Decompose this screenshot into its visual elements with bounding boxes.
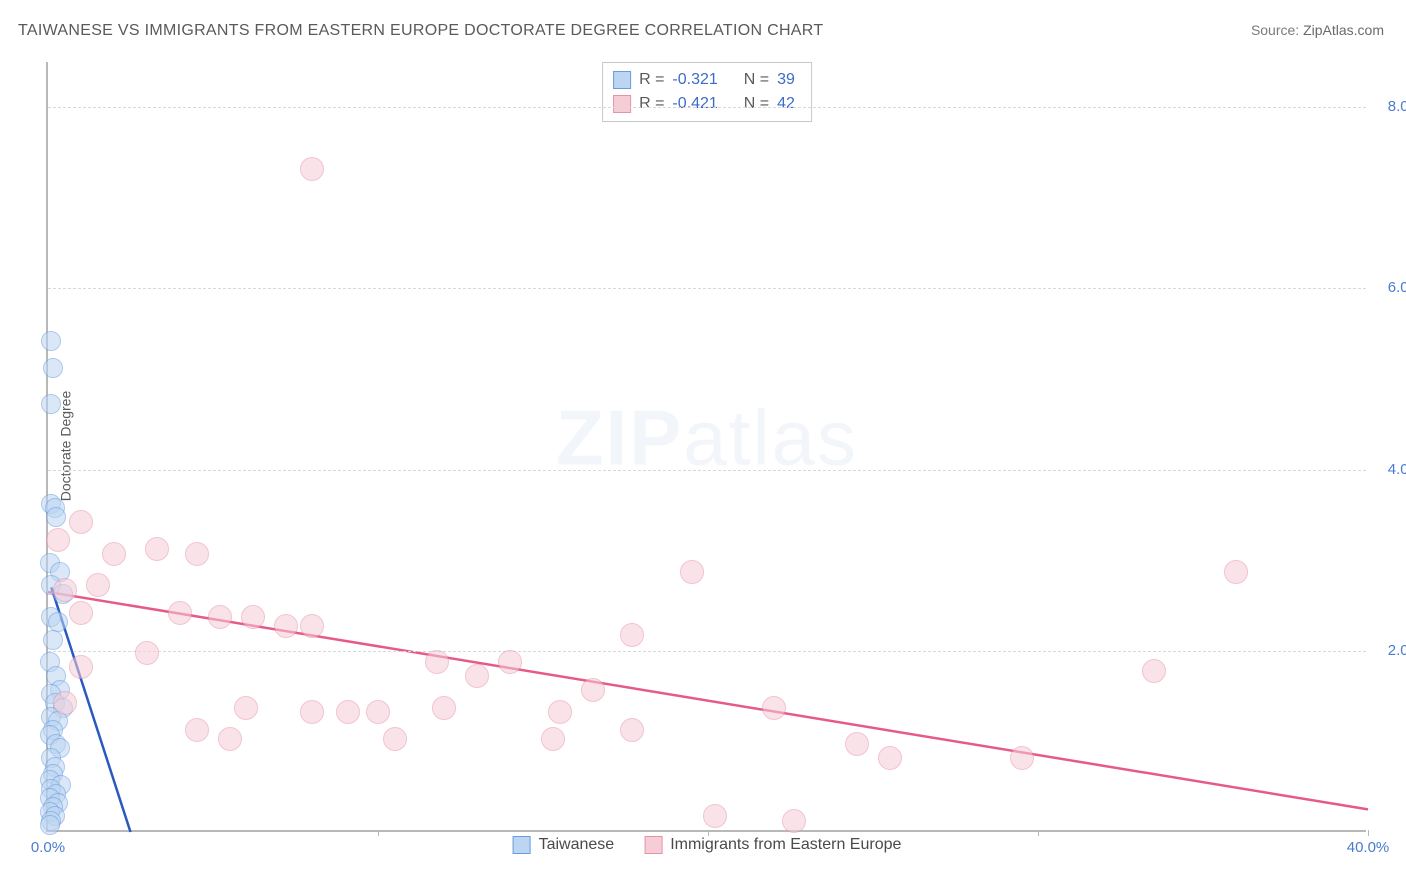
- data-point: [86, 573, 110, 597]
- x-tick-mark: [378, 830, 379, 836]
- data-point: [218, 727, 242, 751]
- data-point: [145, 537, 169, 561]
- gridline: [48, 288, 1366, 289]
- data-point: [234, 696, 258, 720]
- data-point: [274, 614, 298, 638]
- data-point: [1142, 659, 1166, 683]
- y-tick-label: 8.0%: [1372, 98, 1406, 115]
- stat-legend-row: R = -0.321 N = 39: [613, 68, 795, 92]
- stat-r-label: R =: [639, 68, 664, 92]
- data-point: [41, 394, 61, 414]
- y-tick-label: 2.0%: [1372, 642, 1406, 659]
- stat-n-value: 39: [777, 68, 795, 92]
- data-point: [208, 605, 232, 629]
- data-point: [465, 664, 489, 688]
- x-tick-label: 40.0%: [1347, 839, 1390, 856]
- data-point: [1224, 560, 1248, 584]
- source-value: ZipAtlas.com: [1303, 22, 1384, 38]
- legend-item: Taiwanese: [513, 836, 615, 854]
- data-point: [425, 650, 449, 674]
- data-point: [135, 641, 159, 665]
- data-point: [300, 157, 324, 181]
- data-point: [69, 510, 93, 534]
- data-point: [185, 718, 209, 742]
- legend-swatch: [613, 95, 631, 113]
- data-point: [762, 696, 786, 720]
- data-point: [40, 815, 60, 835]
- stat-n-value: 42: [777, 92, 795, 116]
- data-point: [48, 612, 68, 632]
- x-tick-label: 0.0%: [31, 839, 65, 856]
- data-point: [69, 655, 93, 679]
- data-point: [41, 331, 61, 351]
- data-point: [46, 528, 70, 552]
- gridline: [48, 107, 1366, 108]
- data-point: [845, 732, 869, 756]
- x-tick-mark: [1368, 830, 1369, 836]
- data-point: [168, 601, 192, 625]
- y-tick-label: 6.0%: [1372, 279, 1406, 296]
- gridline: [48, 651, 1366, 652]
- chart-title: TAIWANESE VS IMMIGRANTS FROM EASTERN EUR…: [18, 22, 823, 40]
- data-point: [185, 542, 209, 566]
- data-point: [620, 718, 644, 742]
- data-point: [43, 358, 63, 378]
- stat-r-value: -0.321: [672, 68, 717, 92]
- legend-item: Immigrants from Eastern Europe: [644, 836, 901, 854]
- stat-n-label: N =: [744, 68, 769, 92]
- data-point: [548, 700, 572, 724]
- data-point: [300, 700, 324, 724]
- data-point: [383, 727, 407, 751]
- data-point: [782, 809, 806, 833]
- stat-n-label: N =: [744, 92, 769, 116]
- legend-swatch: [513, 836, 531, 854]
- data-point: [498, 650, 522, 674]
- legend-swatch: [613, 71, 631, 89]
- bottom-legend: Taiwanese Immigrants from Eastern Europe: [513, 836, 902, 854]
- data-point: [878, 746, 902, 770]
- data-point: [703, 804, 727, 828]
- data-point: [366, 700, 390, 724]
- legend-swatch: [644, 836, 662, 854]
- data-point: [336, 700, 360, 724]
- plot-area: ZIPatlas R = -0.321N = 39R = -0.421N = 4…: [46, 62, 1366, 832]
- data-point: [432, 696, 456, 720]
- stat-r-label: R =: [639, 92, 664, 116]
- data-point: [53, 691, 77, 715]
- x-tick-mark: [708, 830, 709, 836]
- legend-label: Taiwanese: [539, 836, 615, 854]
- legend-label: Immigrants from Eastern Europe: [670, 836, 901, 854]
- data-point: [53, 578, 77, 602]
- gridline: [48, 470, 1366, 471]
- chart-source: Source: ZipAtlas.com: [1251, 22, 1384, 38]
- data-point: [241, 605, 265, 629]
- data-point: [581, 678, 605, 702]
- data-point: [102, 542, 126, 566]
- data-point: [46, 507, 66, 527]
- data-point: [69, 601, 93, 625]
- data-point: [43, 630, 63, 650]
- data-point: [1010, 746, 1034, 770]
- data-point: [680, 560, 704, 584]
- x-tick-mark: [1038, 830, 1039, 836]
- stat-legend-row: R = -0.421 N = 42: [613, 92, 795, 116]
- y-tick-label: 4.0%: [1372, 461, 1406, 478]
- stat-r-value: -0.421: [672, 92, 717, 116]
- data-point: [620, 623, 644, 647]
- source-label: Source:: [1251, 22, 1299, 38]
- data-point: [541, 727, 565, 751]
- data-point: [300, 614, 324, 638]
- stat-legend: R = -0.321 N = 39 R = -0.421 N = 42: [602, 62, 812, 122]
